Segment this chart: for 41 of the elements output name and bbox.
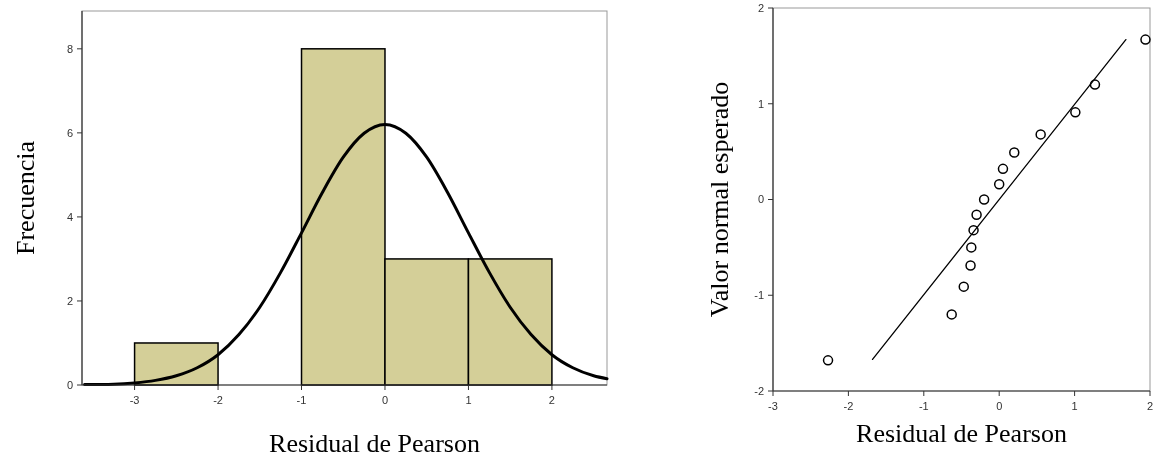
point — [971, 209, 982, 221]
x-tick-label: 1 — [465, 394, 472, 406]
x-axis-title: Residual de Pearson — [856, 419, 1067, 448]
x-tick-label: -3 — [129, 394, 140, 406]
x-tick-label: -2 — [213, 394, 223, 406]
y-tick-label: 0 — [66, 378, 73, 391]
point — [1140, 34, 1151, 45]
point — [1070, 107, 1081, 118]
y-tick-label: -2 — [754, 384, 764, 397]
point — [965, 260, 976, 271]
y-tick-label: -1 — [754, 289, 764, 302]
point — [978, 194, 990, 205]
point — [822, 355, 834, 366]
y-axis-title: Frecuencia — [11, 140, 40, 256]
y-tick-label: 1 — [757, 97, 764, 110]
y-tick-label: 6 — [66, 126, 73, 139]
y-tick-label: 4 — [66, 210, 73, 223]
x-tick-label: -1 — [296, 394, 307, 406]
x-tick-label: 2 — [1146, 400, 1154, 412]
point — [966, 242, 977, 253]
x-tick-label: 2 — [548, 394, 555, 406]
point — [946, 309, 957, 320]
x-tick-label: 0 — [381, 394, 389, 406]
x-tick-label: 1 — [1071, 400, 1078, 412]
point — [993, 178, 1005, 190]
y-tick-label: 8 — [66, 42, 73, 55]
x-tick-label: 0 — [996, 400, 1003, 412]
point — [1035, 129, 1046, 140]
y-axis-title: Valor normal esperado — [705, 81, 734, 318]
x-tick-label: -2 — [843, 400, 854, 412]
y-tick-label: 2 — [757, 1, 764, 14]
x-tick-label: -1 — [918, 400, 929, 412]
x-axis-title: Residual de Pearson — [269, 429, 480, 458]
y-tick-label: 2 — [66, 294, 73, 307]
point — [958, 281, 970, 292]
x-tick-label: -3 — [768, 400, 778, 412]
point — [1009, 147, 1020, 158]
point — [997, 163, 1009, 175]
point — [1089, 79, 1101, 90]
y-tick-label: 0 — [757, 193, 764, 206]
point — [968, 224, 979, 236]
